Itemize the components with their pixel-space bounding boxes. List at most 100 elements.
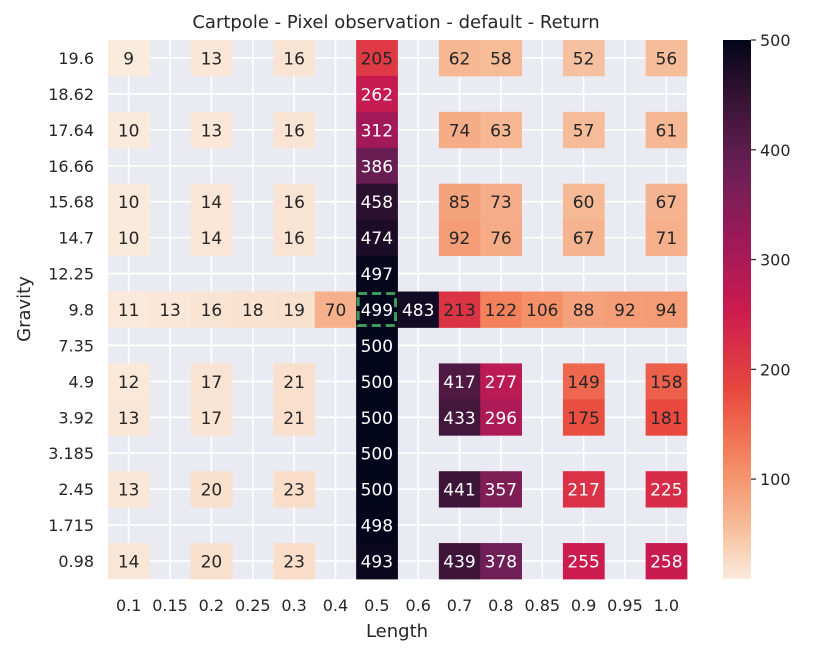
cell-value-label: 17 <box>201 373 223 393</box>
heatmap-cell <box>356 363 398 400</box>
cell-value-label: 52 <box>573 49 595 69</box>
heatmap-cell <box>190 291 233 328</box>
cell-value-label: 9 <box>123 49 134 69</box>
heatmap-cell <box>562 111 605 149</box>
cell-value-label: 205 <box>361 49 393 69</box>
cell-value-label: 500 <box>361 445 393 465</box>
cell-value-label: 258 <box>650 553 682 573</box>
y-tick-label: 4.9 <box>69 372 94 391</box>
cell-value-label: 225 <box>650 481 682 501</box>
y-tick-label: 16.66 <box>48 157 94 176</box>
heatmap-cell <box>356 183 398 221</box>
heatmap-cell <box>356 435 398 472</box>
heatmap-cell <box>438 543 481 580</box>
heatmap-cell <box>108 291 150 328</box>
heatmap-cell <box>108 471 150 508</box>
cell-value-label: 14 <box>118 553 140 573</box>
heatmap-cell <box>108 40 150 77</box>
highlight-box <box>356 292 397 327</box>
heatmap-cell <box>562 399 605 436</box>
chart-title: Cartpole - Pixel observation - default -… <box>192 12 599 33</box>
heatmap-cell <box>356 40 398 77</box>
x-axis-label: Length <box>366 621 428 642</box>
heatmap-cell <box>438 363 481 400</box>
y-tick-label: 14.7 <box>58 229 94 248</box>
y-tick-label: 3.185 <box>48 444 94 463</box>
cell-value-label: 312 <box>361 121 393 141</box>
cell-value-label: 58 <box>490 49 512 69</box>
cell-value-label: 74 <box>449 121 471 141</box>
cell-value-label: 498 <box>361 517 393 537</box>
x-tick-label: 0.5 <box>364 596 389 615</box>
cell-value-label: 386 <box>361 157 393 177</box>
heatmap-cell <box>356 327 398 364</box>
cell-value-label: 175 <box>567 409 599 429</box>
colorbar-tick-label: 100 <box>760 470 791 489</box>
cell-value-label: 12 <box>118 373 140 393</box>
cell-value-label: 16 <box>283 229 305 249</box>
heatmap-cell <box>604 291 647 328</box>
heatmap-cell <box>562 543 605 580</box>
heatmap-cell <box>108 111 150 149</box>
cell-value-label: 62 <box>449 49 471 69</box>
heatmap-cell <box>356 471 398 508</box>
heatmap-cell <box>232 291 274 328</box>
heatmap-cell <box>190 543 233 580</box>
cell-value-label: 10 <box>118 229 140 249</box>
cell-value-label: 67 <box>573 229 595 249</box>
heatmap-cell <box>562 471 605 508</box>
heatmap-cell <box>562 183 605 221</box>
cell-value-label: 20 <box>201 481 223 501</box>
heatmap-cell <box>356 219 398 256</box>
heatmap-cell <box>356 75 398 113</box>
y-tick-label: 2.45 <box>58 480 94 499</box>
heatmap-cell <box>190 40 233 77</box>
heatmap-cell <box>645 363 688 400</box>
heatmap-cell <box>562 219 605 256</box>
cell-value-label: 92 <box>614 301 636 321</box>
cell-value-label: 21 <box>283 409 305 429</box>
heatmap-cell <box>273 40 316 77</box>
y-tick-label: 7.35 <box>58 336 94 355</box>
heatmap-cell <box>190 111 233 149</box>
y-tick-label: 0.98 <box>58 552 94 571</box>
cell-value-label: 357 <box>485 481 517 501</box>
heatmap-cell <box>480 40 522 77</box>
cell-value-label: 16 <box>283 193 305 213</box>
cell-value-label: 10 <box>118 193 140 213</box>
heatmap-cell <box>645 40 688 77</box>
cell-value-label: 13 <box>159 301 181 321</box>
cell-value-label: 483 <box>402 301 434 321</box>
heatmap-cell <box>480 219 522 256</box>
y-tick-label: 18.62 <box>48 85 94 104</box>
colorbar <box>723 40 751 579</box>
heatmap-cell <box>438 291 481 328</box>
heatmap-cell <box>190 399 233 436</box>
cell-value-label: 500 <box>361 337 393 357</box>
cell-value-label: 13 <box>201 49 223 69</box>
cell-value-label: 262 <box>361 85 393 105</box>
heatmap-cell <box>521 291 564 328</box>
heatmap-cell <box>480 363 522 400</box>
cell-value-label: 13 <box>118 409 140 429</box>
y-tick-label: 9.8 <box>69 301 94 320</box>
heatmap-cell <box>356 507 398 544</box>
heatmap-cell <box>562 363 605 400</box>
heatmap-cell <box>273 399 316 436</box>
cell-value-label: 56 <box>656 49 678 69</box>
y-tick-label: 15.68 <box>48 193 94 212</box>
cell-value-label: 20 <box>201 553 223 573</box>
heatmap-cell <box>438 399 481 436</box>
cell-value-label: 296 <box>485 409 517 429</box>
y-tick-label: 1.715 <box>48 516 94 535</box>
heatmap-cell <box>273 111 316 149</box>
cell-value-label: 11 <box>118 301 140 321</box>
cell-value-label: 60 <box>573 193 595 213</box>
y-tick-label: 12.25 <box>48 265 94 284</box>
cell-value-label: 14 <box>201 229 223 249</box>
heatmap-cell <box>190 471 233 508</box>
cell-value-label: 13 <box>201 121 223 141</box>
heatmap-cell <box>273 291 316 328</box>
heatmap-cell <box>562 40 605 77</box>
heatmap-cell <box>356 291 398 328</box>
